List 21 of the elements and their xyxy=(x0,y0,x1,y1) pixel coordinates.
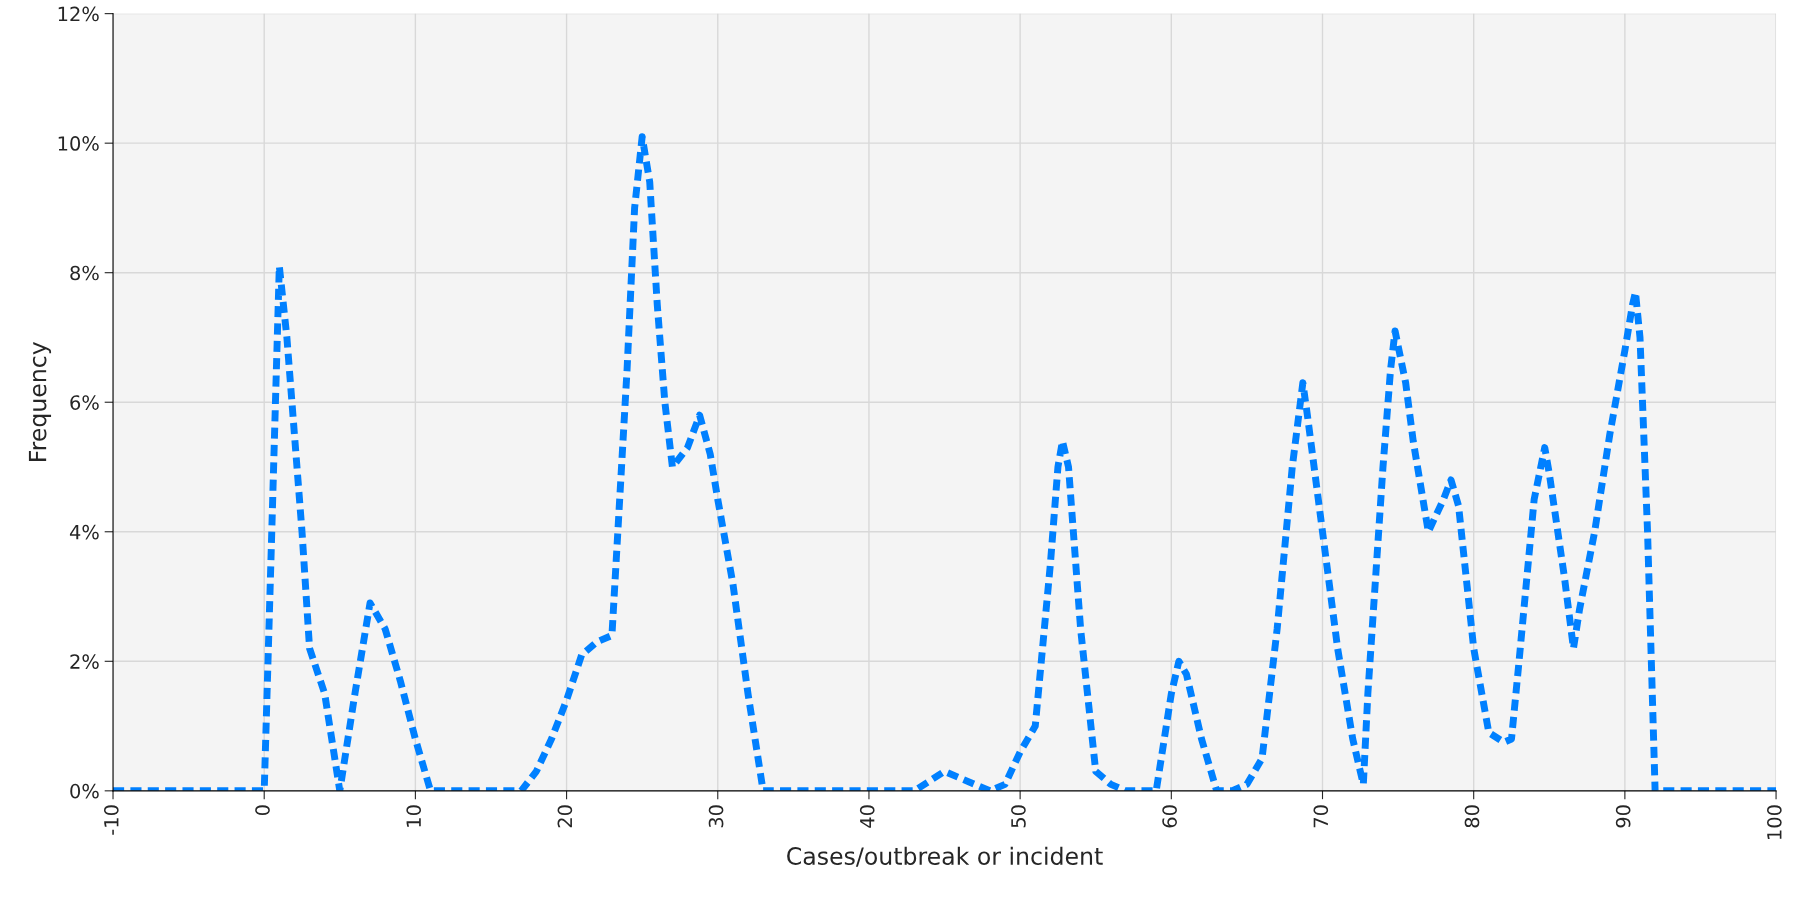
y-axis-title: Frequency xyxy=(28,341,52,461)
x-tick-label: 50 xyxy=(1011,805,1026,828)
x-tick-label: 100 xyxy=(1766,805,1782,839)
x-tick-label: 60 xyxy=(1162,805,1177,828)
x-tick-label: 90 xyxy=(1615,805,1631,828)
y-tick-label: 4% xyxy=(69,524,99,540)
y-tick-label: 0% xyxy=(70,783,99,799)
x-tick-label: 10 xyxy=(406,805,422,827)
x-tick-label: 40 xyxy=(859,805,875,828)
y-tick-label: 2% xyxy=(70,654,99,669)
y-tick-label: 8% xyxy=(70,265,99,281)
y-tick-label: 12% xyxy=(58,6,99,22)
x-tick-label: 20 xyxy=(557,805,573,828)
x-axis-title: Cases/outbreak or incident xyxy=(787,846,1103,867)
x-tick-label: 0 xyxy=(255,805,270,816)
x-tick-label: 70 xyxy=(1313,805,1329,828)
y-tick-label: 10% xyxy=(58,136,99,151)
x-tick-label: -10 xyxy=(103,805,119,835)
x-tick-label: 30 xyxy=(708,805,724,828)
y-tick-label: 6% xyxy=(70,395,99,410)
x-tick-label: 80 xyxy=(1464,805,1480,828)
